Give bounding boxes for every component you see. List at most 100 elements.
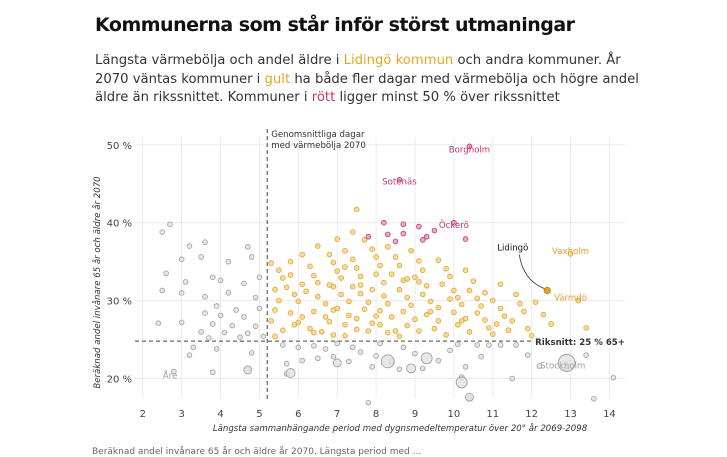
- yellow-point: [513, 291, 519, 298]
- municipality-label: Stockholm: [540, 361, 585, 371]
- grey-point: [178, 319, 185, 326]
- x-tick-label: 14: [603, 409, 616, 420]
- municipality-label: Öckerö: [439, 220, 469, 231]
- yellow-point: [517, 300, 523, 307]
- yellow-point: [412, 316, 418, 323]
- highlight-label: Lidingö: [497, 243, 528, 253]
- yellow-point: [521, 308, 527, 315]
- grey-point: [365, 399, 372, 406]
- yellow-point: [396, 333, 403, 340]
- yellow-point: [396, 262, 403, 269]
- grey-point: [357, 349, 364, 355]
- municipality-label: Värmdö: [554, 294, 587, 304]
- grey-point: [334, 340, 341, 347]
- yellow-point: [369, 246, 376, 252]
- yellow-point: [295, 298, 302, 305]
- yellow-point: [443, 332, 449, 338]
- yellow-point: [435, 304, 442, 311]
- y-tick-label: 20 %: [107, 375, 132, 386]
- grey-point: [225, 258, 232, 265]
- grey-point: [295, 344, 302, 351]
- reference-label-national-average: Riksnitt: 25 % 65+: [535, 338, 625, 348]
- yellow-point: [388, 271, 395, 277]
- bubble-point: [243, 365, 253, 375]
- grey-point: [454, 341, 461, 348]
- y-tick-label: 30 %: [107, 297, 132, 308]
- yellow-point: [408, 247, 414, 254]
- yellow-point: [377, 307, 383, 314]
- grey-point: [497, 342, 504, 348]
- grey-point: [400, 344, 407, 351]
- grey-point: [311, 342, 317, 349]
- grey-point: [447, 347, 453, 354]
- yellow-point: [311, 308, 317, 315]
- yellow-point: [470, 278, 477, 284]
- y-tick-label: 50 %: [107, 141, 132, 152]
- yellow-point: [443, 265, 449, 272]
- grey-point: [260, 333, 267, 340]
- grey-point: [610, 374, 617, 381]
- yellow-point: [334, 268, 341, 274]
- yellow-point: [392, 328, 399, 334]
- subtitle-municipality-highlight: Lidingö kommun: [343, 53, 454, 68]
- yellow-point: [431, 325, 438, 332]
- red-point: [462, 236, 469, 242]
- grey-point: [509, 375, 516, 382]
- red-point: [392, 238, 399, 245]
- x-axis-label: Längsta sammanhängande period med dygnsm…: [213, 423, 588, 434]
- yellow-point: [314, 293, 321, 300]
- reference-label-background: [533, 337, 627, 350]
- yellow-point: [435, 257, 442, 263]
- red-point: [419, 237, 426, 243]
- grey-point: [186, 243, 193, 249]
- yellow-point: [489, 297, 496, 304]
- yellow-point: [361, 237, 368, 243]
- yellow-point: [349, 229, 356, 235]
- yellow-point: [357, 273, 364, 280]
- yellow-point: [279, 327, 286, 334]
- yellow-point: [416, 258, 422, 264]
- grey-point: [206, 335, 212, 341]
- yellow-point: [276, 267, 282, 274]
- yellow-point: [384, 300, 391, 307]
- red-point: [384, 231, 391, 238]
- yellow-point: [346, 312, 352, 319]
- grey-point: [396, 366, 403, 372]
- yellow-point: [287, 272, 294, 278]
- grey-point: [225, 290, 232, 296]
- yellow-point: [509, 318, 516, 324]
- red-point: [365, 233, 372, 240]
- red-point: [423, 233, 430, 240]
- grey-point: [346, 358, 352, 365]
- grey-point: [159, 229, 166, 235]
- yellow-point: [334, 236, 341, 242]
- yellow-point: [478, 303, 484, 309]
- yellow-point: [373, 271, 379, 277]
- bubble-point: [465, 392, 474, 402]
- yellow-point: [330, 332, 337, 338]
- yellow-point: [353, 315, 360, 322]
- yellow-point: [299, 314, 306, 320]
- yellow-point: [454, 321, 461, 328]
- grey-point: [241, 314, 247, 320]
- bubble-point: [406, 363, 417, 374]
- subtitle-text-4: ligger minst 50 % över rikssnittet: [335, 90, 560, 105]
- grey-point: [186, 352, 193, 358]
- yellow-point: [299, 281, 306, 288]
- yellow-point: [361, 306, 368, 312]
- grey-point: [373, 353, 379, 359]
- yellow-point: [303, 288, 309, 295]
- yellow-point: [486, 325, 492, 331]
- bubble-point: [285, 368, 296, 378]
- grey-point: [213, 303, 220, 309]
- yellow-point: [346, 298, 352, 305]
- yellow-point: [404, 294, 411, 301]
- yellow-point: [369, 320, 376, 327]
- grey-point: [209, 369, 216, 376]
- subtitle-yellow-highlight: gult: [264, 71, 291, 87]
- yellow-point: [466, 328, 473, 335]
- yellow-point: [322, 314, 329, 320]
- yellow-point: [388, 314, 395, 320]
- yellow-point: [342, 332, 348, 339]
